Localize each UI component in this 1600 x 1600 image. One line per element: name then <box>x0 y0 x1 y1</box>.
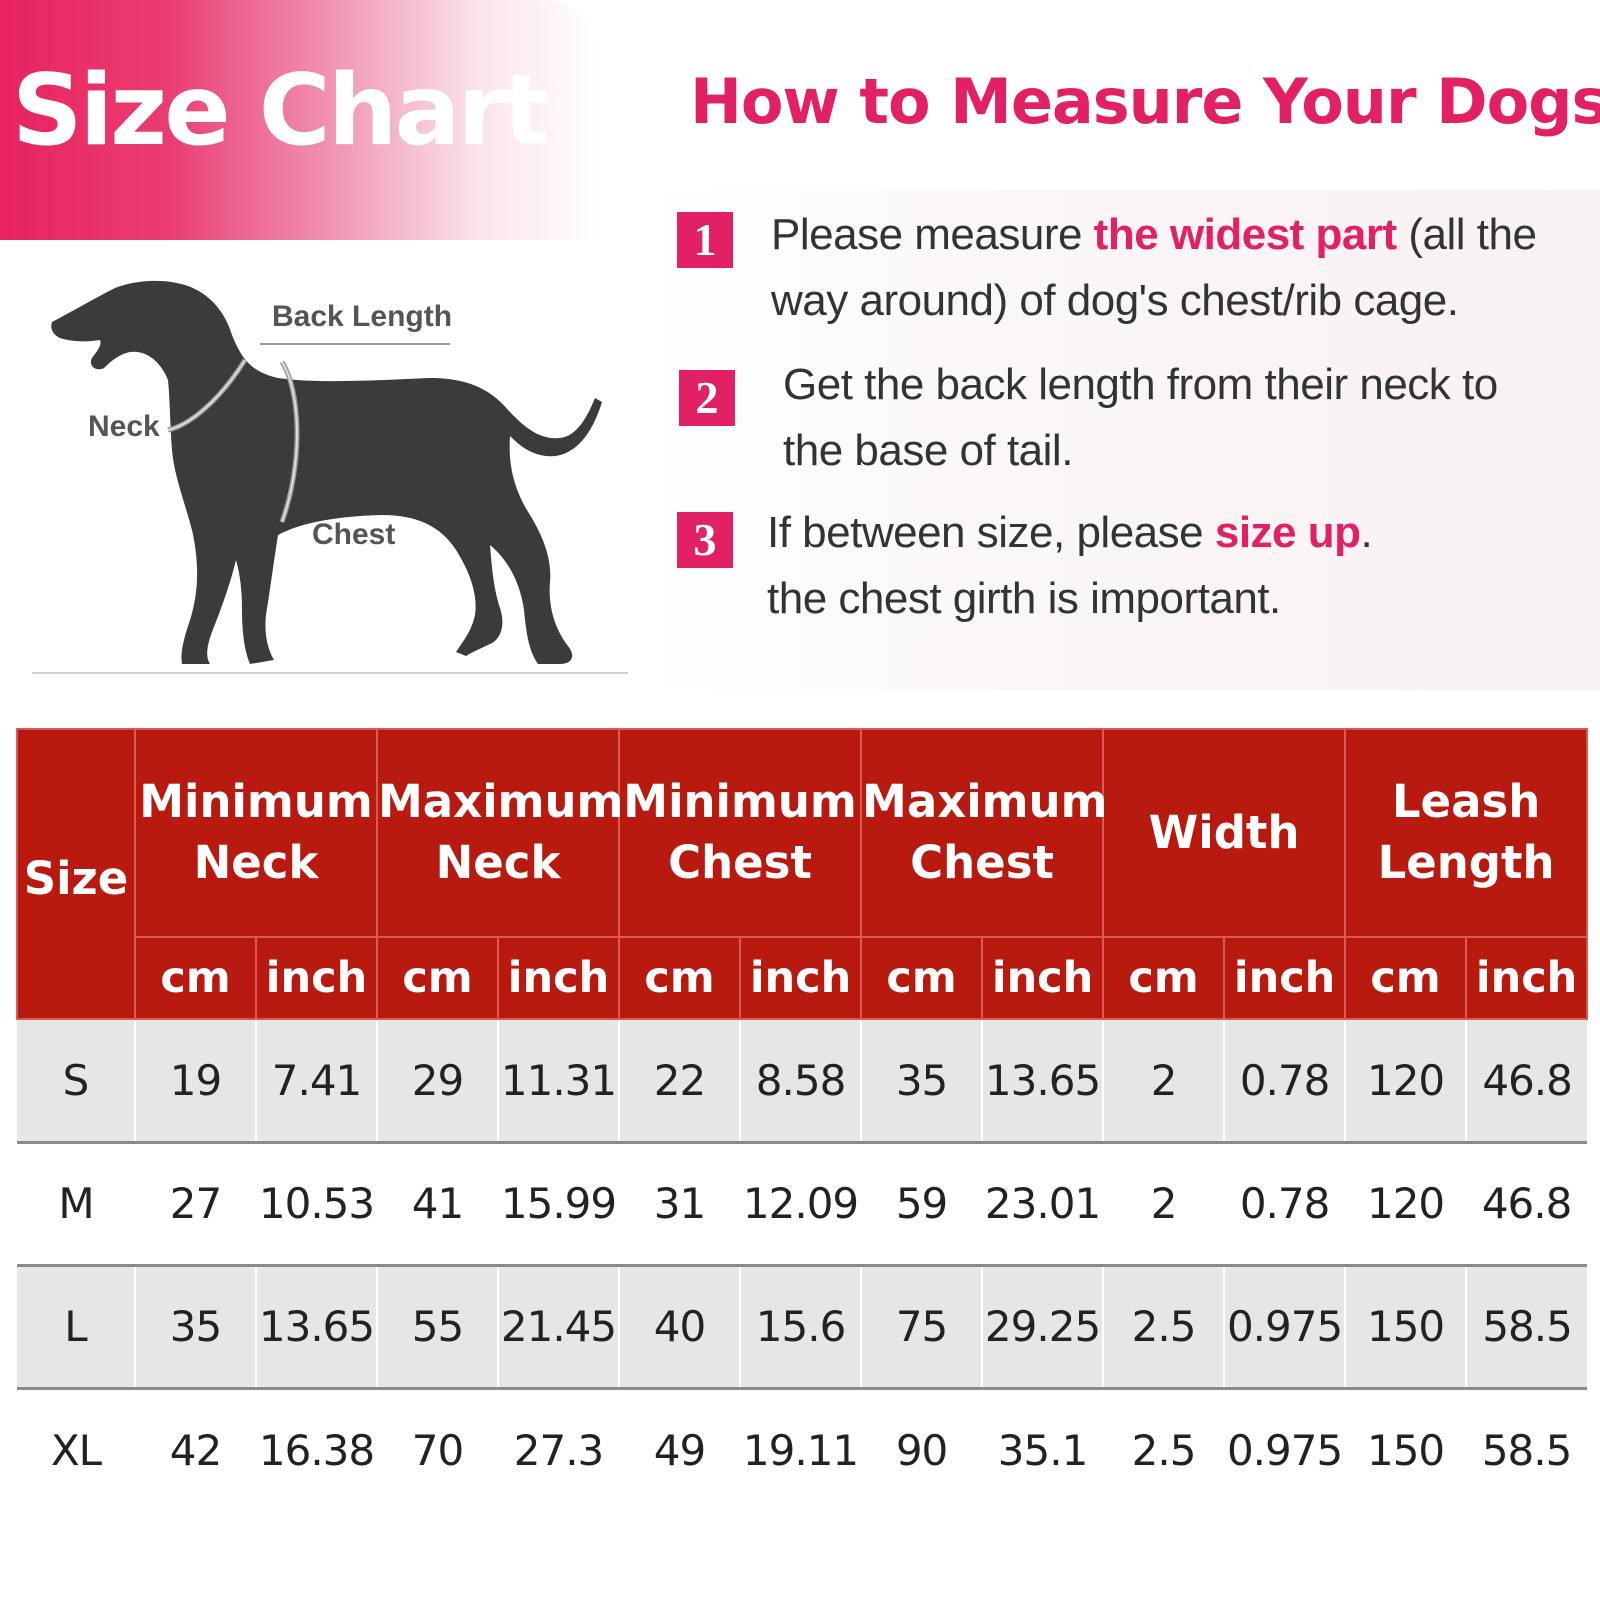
value-cell: 35 <box>134 1265 256 1390</box>
value-cell: 75 <box>860 1265 983 1390</box>
size-cell: M <box>17 1142 135 1267</box>
instructions-panel: 1 Please measure the widest part (all th… <box>645 190 1600 690</box>
value-cell: 11.31 <box>497 1019 620 1144</box>
step-3-line-1: If between size, please size up. <box>767 508 1373 557</box>
banner-title: Size Chart <box>12 54 550 168</box>
step-1-number-badge: 1 <box>677 212 733 268</box>
step-1-highlight: the widest part <box>1093 210 1398 259</box>
value-cell: 0.78 <box>1224 1142 1346 1267</box>
value-cell: 10.53 <box>256 1142 378 1267</box>
unit-header: inch <box>497 936 621 1020</box>
value-cell: 150 <box>1366 1425 1445 1475</box>
value-cell: 19 <box>134 1019 256 1144</box>
unit-header: inch <box>254 936 379 1020</box>
value-cell: 49 <box>653 1425 706 1475</box>
step-2-number-badge: 2 <box>679 370 735 426</box>
value-cell: 8.58 <box>739 1019 862 1144</box>
unit-header: cm <box>134 936 257 1020</box>
value-cell: 35.1 <box>997 1425 1089 1475</box>
value-cell: 13.65 <box>981 1019 1104 1144</box>
unit-header: inch <box>1223 936 1347 1020</box>
value-cell: 23.01 <box>982 1142 1104 1267</box>
value-cell: 90 <box>895 1425 948 1475</box>
dog-measurement-diagram: Back Length Neck Chest <box>20 260 640 680</box>
value-cell: 27 <box>135 1142 256 1267</box>
chest-label: Chest <box>312 518 396 551</box>
value-cell: 27.3 <box>513 1425 605 1475</box>
value-cell: 46.8 <box>1465 1019 1588 1144</box>
table-row-s: S 19 7.41 29 11.31 22 8.58 35 13.65 2 0.… <box>17 1019 1588 1144</box>
value-cell: 35 <box>860 1019 983 1144</box>
unit-header: cm <box>618 936 742 1020</box>
step-1-line-1: Please measure the widest part (all the <box>771 210 1537 259</box>
value-cell: 13.65 <box>254 1265 378 1390</box>
size-chart-banner: Size Chart <box>0 0 600 240</box>
value-cell: 0.78 <box>1223 1019 1346 1144</box>
value-cell: 15.6 <box>739 1265 862 1390</box>
step-2-line-2: the base of tail. <box>783 426 1073 475</box>
table-row-xl: XL 42 16.38 70 27.3 49 19.11 90 35.1 2.5… <box>17 1388 1587 1511</box>
value-cell: 120 <box>1345 1142 1467 1267</box>
size-cell: S <box>17 1019 135 1144</box>
value-cell: 58.5 <box>1481 1425 1573 1475</box>
value-cell: 16.38 <box>258 1425 375 1475</box>
howto-title: How to Measure Your Dogs? <box>690 65 1600 138</box>
neck-label: Neck <box>88 410 160 443</box>
value-cell: 41 <box>377 1142 499 1267</box>
unit-header: cm <box>1102 936 1226 1020</box>
value-cell: 0.975 <box>1226 1425 1343 1475</box>
width-header: Width <box>1102 728 1347 938</box>
unit-header: cm <box>860 936 984 1020</box>
size-table: Size Minimum Neck Maximum Neck Minimum Ches… <box>16 728 1589 1511</box>
value-cell: 150 <box>1344 1265 1467 1390</box>
value-cell: 21.45 <box>497 1265 620 1390</box>
value-cell: 58.5 <box>1465 1265 1588 1390</box>
value-cell: 120 <box>1344 1019 1467 1144</box>
max-neck-header: Maximum Neck <box>376 728 623 938</box>
value-cell: 15.99 <box>498 1142 620 1267</box>
unit-header: cm <box>376 936 500 1020</box>
unit-header: inch <box>981 936 1105 1020</box>
min-neck-header: Minimum Neck <box>133 728 379 938</box>
step-1-line-2: way around) of dog's chest/rib cage. <box>771 276 1459 325</box>
value-cell: 2 <box>1103 1142 1225 1267</box>
max-chest-header: Maximum Chest <box>860 728 1107 938</box>
back-length-label: Back Length <box>272 300 453 333</box>
table-row-m: M 27 10.53 41 15.99 31 12.09 59 23.01 2 … <box>17 1142 1588 1267</box>
value-cell: 59 <box>861 1142 983 1267</box>
unit-header: cm <box>1344 936 1468 1020</box>
value-cell: 29.25 <box>981 1265 1104 1390</box>
leash-length-header: Leash Length <box>1344 728 1589 938</box>
table-row-l: L 35 13.65 55 21.45 40 15.6 75 29.25 2.5… <box>17 1265 1588 1390</box>
value-cell: 2.5 <box>1102 1265 1225 1390</box>
value-cell: 2 <box>1102 1019 1225 1144</box>
value-cell: 31 <box>619 1142 741 1267</box>
value-cell: 70 <box>411 1425 464 1475</box>
min-chest-header: Minimum Chest <box>618 728 863 938</box>
step-3-highlight: size up <box>1214 508 1361 557</box>
value-cell: 46.8 <box>1466 1142 1588 1267</box>
step-2-line-1: Get the back length from their neck to <box>783 360 1498 409</box>
dog-silhouette-icon <box>32 280 628 674</box>
unit-header: inch <box>739 936 863 1020</box>
value-cell: 40 <box>618 1265 741 1390</box>
value-cell: 55 <box>376 1265 499 1390</box>
value-cell: 19.11 <box>742 1425 859 1475</box>
step-3-number-badge: 3 <box>677 512 733 568</box>
value-cell: 22 <box>618 1019 741 1144</box>
step-3-line-2: the chest girth is important. <box>767 574 1281 623</box>
size-column-header: Size <box>16 728 136 1020</box>
size-cell: L <box>17 1265 135 1390</box>
value-cell: 0.975 <box>1223 1265 1346 1390</box>
value-cell: 42 <box>169 1425 222 1475</box>
value-cell: 29 <box>376 1019 499 1144</box>
value-cell: 12.09 <box>740 1142 862 1267</box>
unit-header: inch <box>1465 936 1589 1020</box>
value-cell: 7.41 <box>254 1019 378 1144</box>
value-cell: 2.5 <box>1131 1425 1197 1475</box>
size-cell: XL <box>50 1425 102 1475</box>
